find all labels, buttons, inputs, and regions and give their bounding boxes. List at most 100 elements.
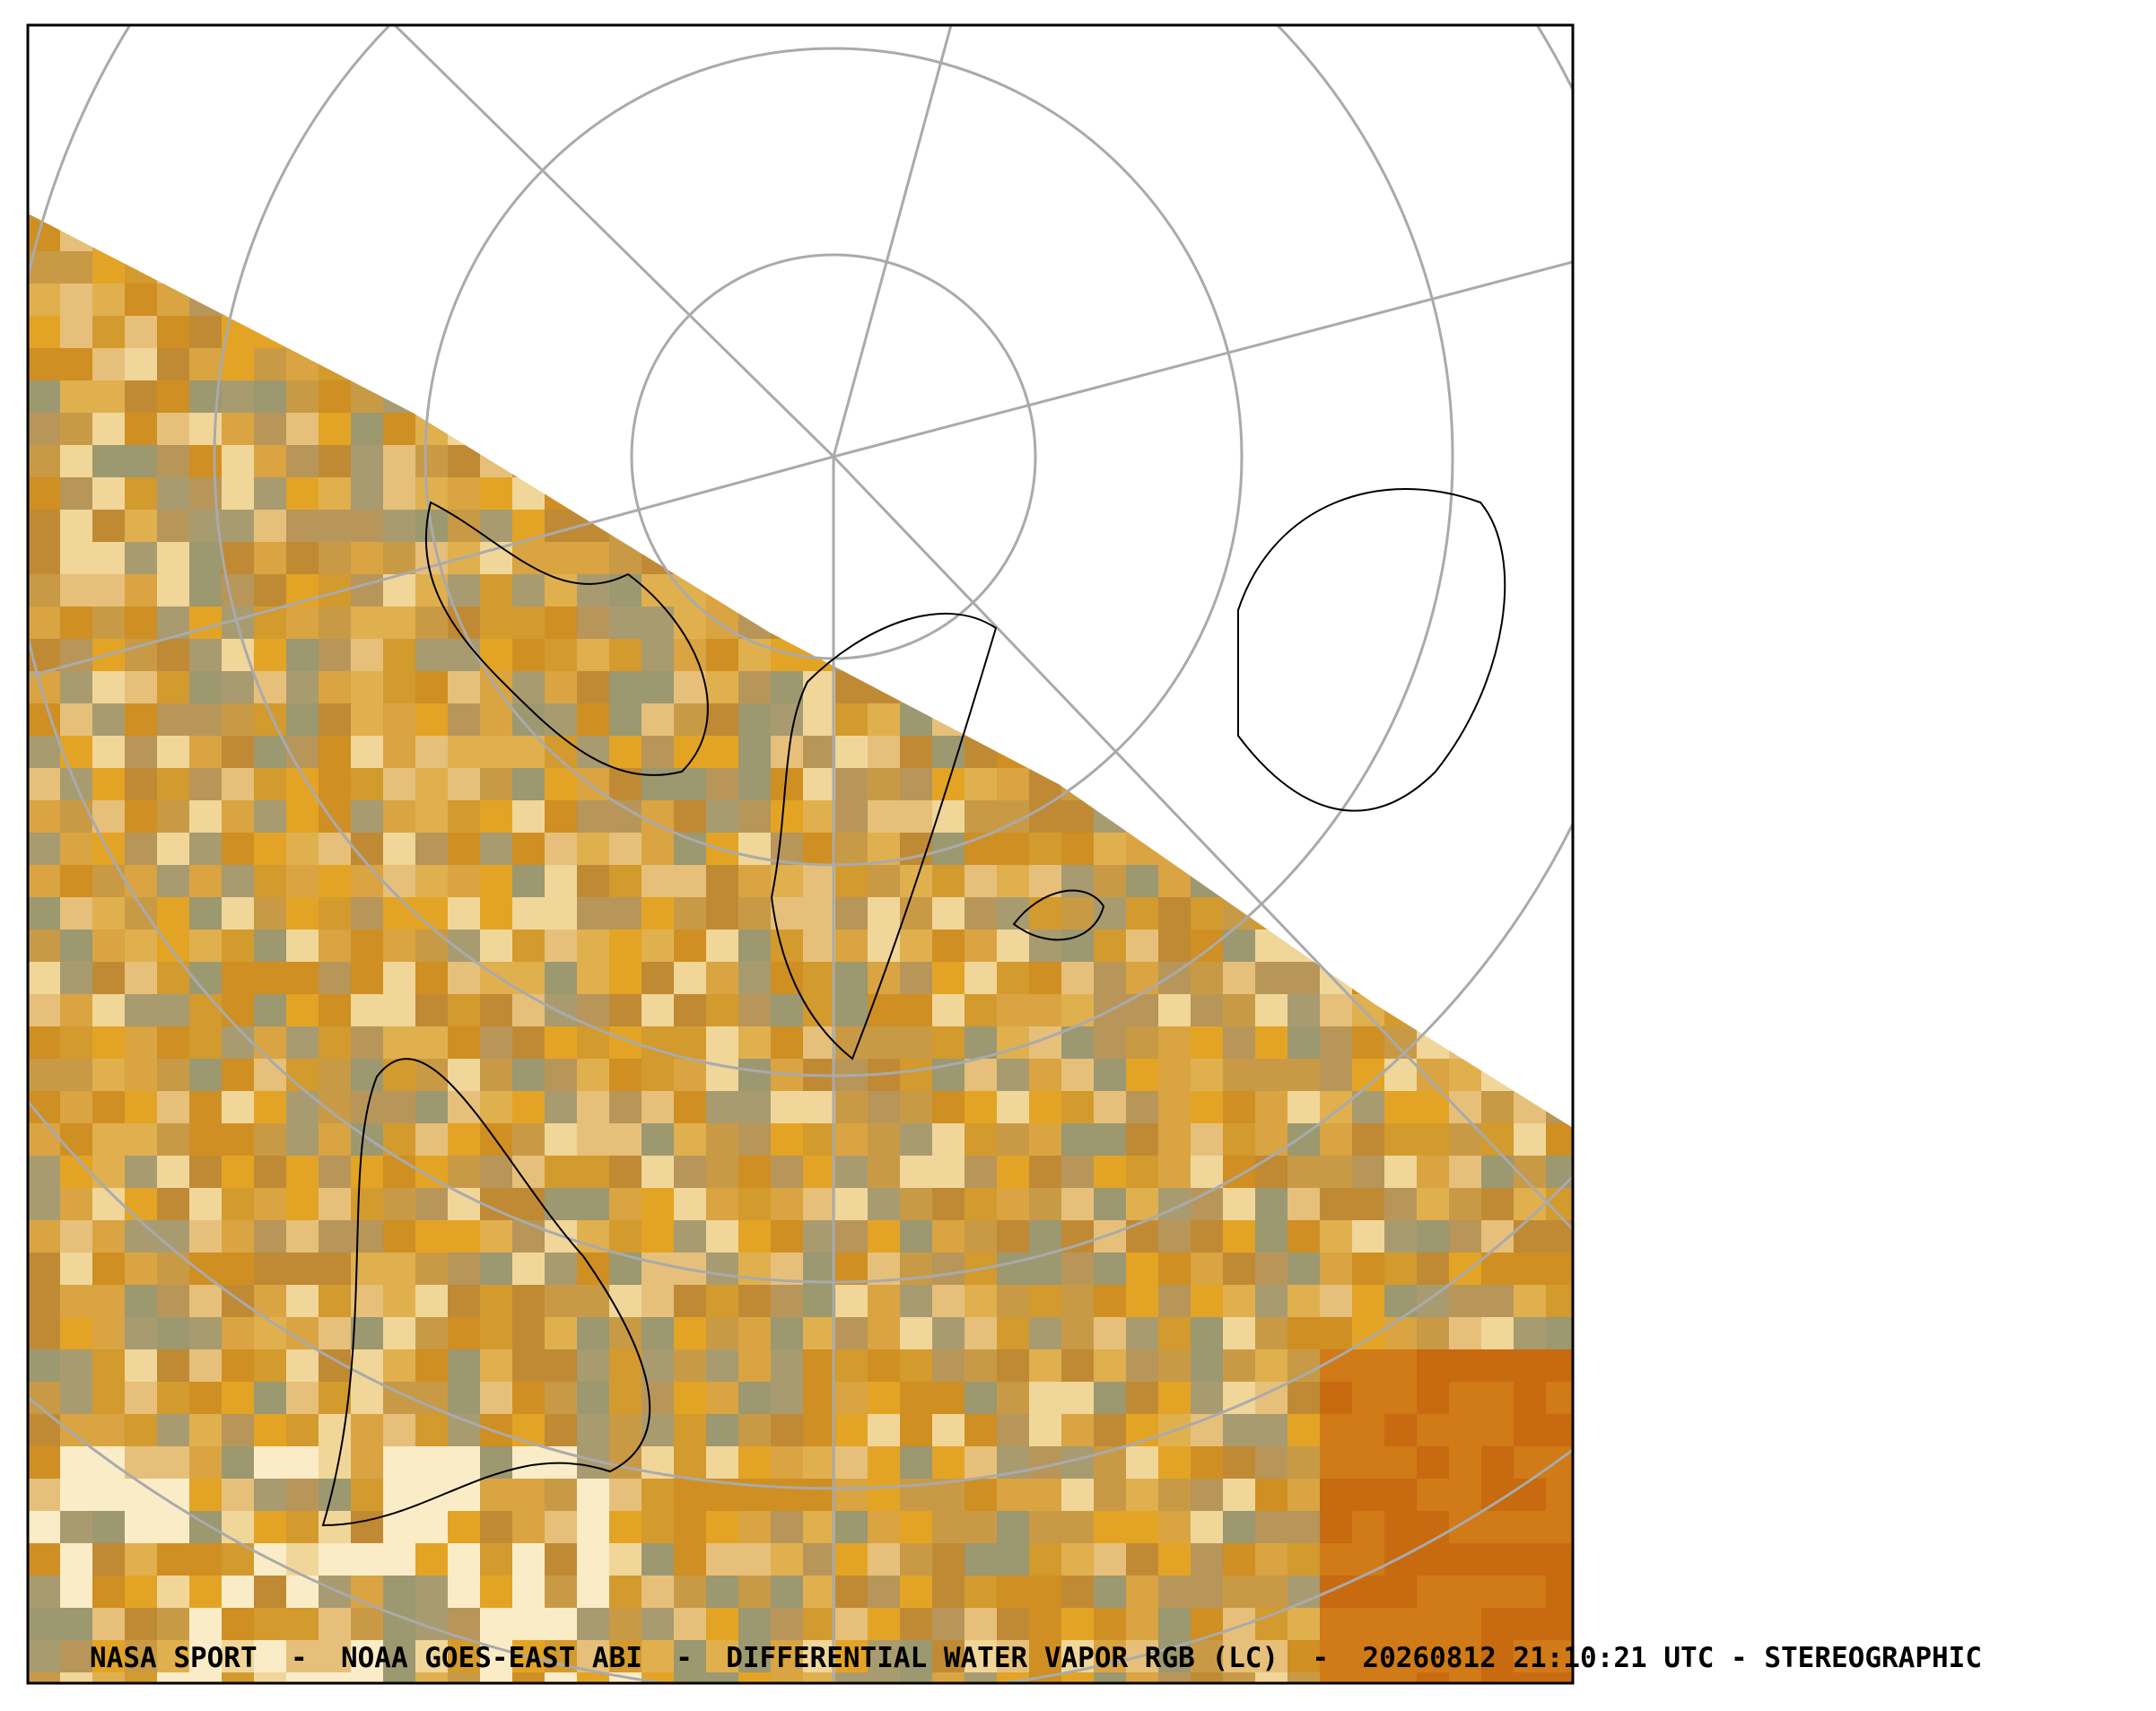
- imagery-cell: [60, 1479, 93, 1512]
- imagery-cell: [1287, 1543, 1321, 1576]
- imagery-cell: [1320, 1382, 1353, 1415]
- imagery-cell: [965, 962, 998, 995]
- imagery-cell: [609, 1511, 642, 1544]
- imagery-cell: [1223, 1317, 1256, 1350]
- imagery-cell: [319, 380, 352, 414]
- imagery-cell: [545, 1479, 578, 1512]
- imagery-cell: [189, 445, 223, 478]
- imagery-cell: [1514, 1349, 1547, 1383]
- imagery-cell: [803, 1446, 836, 1480]
- imagery-cell: [92, 510, 126, 543]
- imagery-cell: [706, 1220, 739, 1253]
- imagery-cell: [189, 1543, 223, 1576]
- imagery-cell: [1158, 1543, 1191, 1576]
- imagery-cell: [545, 703, 578, 737]
- imagery-cell: [286, 607, 319, 640]
- imagery-cell: [900, 930, 933, 963]
- imagery-cell: [577, 1640, 610, 1673]
- imagery-cell: [512, 800, 546, 834]
- imagery-cell: [1191, 1479, 1224, 1512]
- imagery-cell: [771, 1640, 804, 1673]
- imagery-cell: [383, 736, 416, 769]
- imagery-cell: [60, 1285, 93, 1318]
- imagery-cell: [868, 1640, 901, 1673]
- imagery-cell: [189, 736, 223, 769]
- imagery-cell: [512, 1543, 546, 1576]
- imagery-cell: [60, 1123, 93, 1157]
- imagery-cell: [125, 1672, 158, 1683]
- imagery-cell: [512, 930, 546, 963]
- imagery-cell: [92, 1220, 126, 1253]
- imagery-cell: [28, 1446, 61, 1480]
- imagery-cell: [92, 1382, 126, 1415]
- imagery-cell: [1223, 1156, 1256, 1189]
- imagery-cell: [1546, 1414, 1573, 1447]
- imagery-cell: [738, 1123, 772, 1157]
- imagery-cell: [1384, 1576, 1418, 1609]
- imagery-cell: [319, 477, 352, 511]
- imagery-cell: [157, 703, 190, 737]
- imagery-cell: [28, 607, 61, 640]
- imagery-cell: [319, 1511, 352, 1544]
- imagery-cell: [1384, 1026, 1418, 1060]
- imagery-cell: [448, 1640, 481, 1673]
- imagery-cell: [189, 1091, 223, 1124]
- imagery-cell: [1514, 1220, 1547, 1253]
- imagery-cell: [351, 607, 384, 640]
- imagery-cell: [222, 703, 255, 737]
- imagery-cell: [1126, 1156, 1159, 1189]
- imagery-cell: [932, 1285, 965, 1318]
- imagery-cell: [1029, 1414, 1062, 1447]
- imagery-cell: [1158, 1672, 1191, 1683]
- imagery-cell: [1546, 1511, 1573, 1544]
- imagery-cell: [60, 1156, 93, 1189]
- imagery-cell: [383, 1253, 416, 1286]
- imagery-cell: [319, 413, 352, 446]
- coastlines: [321, 488, 1506, 1527]
- imagery-cell: [1546, 1479, 1573, 1512]
- imagery-cell: [28, 380, 61, 414]
- imagery-cell: [1158, 1156, 1191, 1189]
- imagery-cell: [60, 316, 93, 349]
- imagery-cell: [771, 1446, 804, 1480]
- imagery-cell: [577, 1317, 610, 1350]
- imagery-cell: [1094, 1672, 1127, 1683]
- imagery-cell: [254, 833, 287, 866]
- imagery-cell: [835, 1123, 869, 1157]
- imagery-cell: [222, 1382, 255, 1415]
- imagery-cell: [1255, 1446, 1288, 1480]
- imagery-cell: [545, 833, 578, 866]
- imagery-cell: [1384, 1317, 1418, 1350]
- imagery-cell: [1287, 994, 1321, 1027]
- imagery-cell: [351, 897, 384, 930]
- imagery-cell: [1481, 1382, 1514, 1415]
- imagery-cell: [965, 865, 998, 898]
- imagery-cell: [771, 1349, 804, 1383]
- imagery-cell: [771, 1479, 804, 1512]
- imagery-cell: [254, 800, 287, 834]
- imagery-cell: [125, 1414, 158, 1447]
- imagery-cell: [1029, 1220, 1062, 1253]
- imagery-cell: [254, 1414, 287, 1447]
- imagery-cell: [803, 1285, 836, 1318]
- imagery-cell: [480, 1059, 513, 1092]
- imagery-cell: [1094, 1576, 1127, 1609]
- imagery-cell: [1449, 1382, 1482, 1415]
- imagery-cell: [609, 1091, 642, 1124]
- imagery-cell: [351, 574, 384, 607]
- imagery-cell: [577, 930, 610, 963]
- imagery-cell: [1255, 1317, 1288, 1350]
- imagery-cell: [706, 1640, 739, 1673]
- imagery-cell: [674, 1091, 707, 1124]
- imagery-cell: [932, 1576, 965, 1609]
- imagery-cell: [577, 1188, 610, 1221]
- imagery-cell: [932, 1091, 965, 1124]
- imagery-cell: [1223, 1479, 1256, 1512]
- imagery-cell: [1352, 1253, 1385, 1286]
- imagery-cell: [286, 1026, 319, 1060]
- imagery-cell: [1449, 1317, 1482, 1350]
- imagery-cell: [28, 348, 61, 381]
- imagery-cell: [1481, 1672, 1514, 1683]
- imagery-cell: [92, 1059, 126, 1092]
- imagery-cell: [1417, 1479, 1450, 1512]
